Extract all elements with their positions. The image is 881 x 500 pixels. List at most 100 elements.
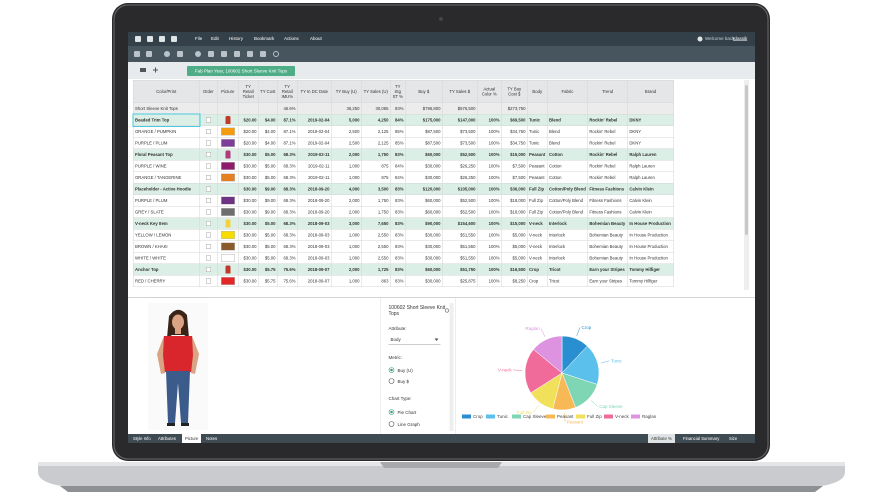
settings-icon[interactable] [444,308,450,313]
cell: $175,000 [405,114,443,126]
scrollbar[interactable] [744,80,749,290]
cell: Beaded Trim Top [132,113,201,127]
radio[interactable] [388,378,395,384]
bottom-tab[interactable]: Size [729,436,738,441]
cell: $30.00 [238,160,259,172]
metric-label: Metric: [388,355,403,360]
cell: Rockin' Rebel [587,137,628,149]
menu-item[interactable]: File [195,36,203,41]
icon[interactable] [171,36,177,42]
cell: 1,750 [361,206,391,218]
user-name[interactable]: Klassik [733,36,748,41]
list-icon[interactable] [140,68,146,72]
column-header: TY Buy (U) [331,80,362,103]
icon[interactable] [159,36,165,42]
radio[interactable] [388,421,395,427]
order-checkbox[interactable] [205,129,211,135]
menu-item[interactable]: Edit [211,36,219,41]
radio-selected[interactable] [388,367,395,373]
menu-item[interactable]: Actions [284,36,299,41]
cell: Blend [547,137,588,149]
chart-type-option[interactable]: Line Graph [397,422,420,427]
menu-item[interactable]: Bookmark [254,36,275,41]
tool-icon[interactable] [247,51,253,57]
panel-scrollbar[interactable] [449,303,454,431]
cell [199,240,218,253]
attribute-dropdown[interactable]: Body [388,335,441,345]
cell: 2,550 [361,229,391,241]
cell: RED / CHERRY [133,275,200,287]
metric-option[interactable]: Buy $ [397,379,410,384]
cell: 1,000 [331,252,362,264]
tool-icon[interactable] [146,51,152,57]
cell: Placeholder - Active Hoodie [133,183,200,195]
order-checkbox[interactable] [205,186,211,192]
leader-line [576,327,581,336]
cell: 2018-09-07 [297,275,332,287]
bottom-tab[interactable]: Financial Summary [683,436,720,441]
cell [199,148,218,161]
bottom-tab[interactable]: Style Info [133,436,151,441]
cell [199,217,218,230]
radio-selected[interactable] [388,409,395,415]
legend-label: Tunic [497,414,509,419]
cell: V-neck [527,240,548,253]
dropdown-arrow [434,338,439,341]
tool-icon[interactable] [234,51,240,57]
order-checkbox[interactable] [205,175,211,181]
cell [217,125,239,138]
tool-icon[interactable] [134,51,140,57]
cell: $5.75 [258,263,278,276]
tool-icon[interactable] [164,51,170,57]
bottom-tabs: Style Info Attributes Picture Notes Attr… [128,434,755,443]
tool-icon[interactable] [195,51,201,57]
cell [199,183,218,195]
cell: 5,000 [331,114,362,126]
order-checkbox[interactable] [205,278,211,284]
order-checkbox[interactable] [205,232,211,238]
icon[interactable] [147,36,153,42]
menu-item[interactable]: About [310,36,322,41]
document-tab[interactable]: Fab Plan Year, 100602 Short Sleeve Knit … [187,66,295,76]
cell: $16,500 [501,263,528,276]
chart-type-option[interactable]: Pie Chart [397,410,417,415]
cell: $30,000 [405,275,443,287]
arm [191,336,199,374]
tool-icon[interactable] [273,51,279,57]
add-icon[interactable] [155,67,156,73]
order-checkbox[interactable] [205,209,211,215]
cell: 2019-02-04 [297,125,332,138]
tool-icon[interactable] [177,51,183,57]
cell: In House Production [627,252,674,264]
order-checkbox[interactable] [205,244,211,250]
bottom-tab-active[interactable]: Picture [182,434,202,443]
cell: $5.00 [258,160,278,172]
scroll-thumb[interactable] [745,85,748,235]
tool-icon[interactable] [208,51,214,57]
style-row: Floral Peasant Top $30.00 $5.00 68.3% 2019-0… [133,148,674,161]
color-swatch [220,208,235,216]
order-checkbox[interactable] [205,267,211,273]
icon[interactable] [135,36,141,42]
summary-cell: $676,500 [442,102,478,115]
cell: $36,000 [501,183,528,195]
order-checkbox[interactable] [205,163,211,169]
summary-cell: 36,250 [331,102,362,115]
order-checkbox[interactable] [205,152,211,158]
order-checkbox[interactable] [205,140,211,146]
menu-item[interactable]: History [229,36,244,41]
bottom-tab-active[interactable]: Attribute % [648,434,675,443]
leader-line [600,360,610,364]
metric-option[interactable]: Buy (U) [397,368,413,373]
order-checkbox[interactable] [205,255,211,261]
bottom-tab[interactable]: Notes [206,436,218,441]
legend-swatch [576,414,585,419]
order-checkbox[interactable] [205,221,211,227]
tool-icon[interactable] [221,51,227,57]
order-checkbox[interactable] [205,198,211,204]
bottom-tab[interactable]: Attributes [158,436,176,441]
order-checkbox[interactable] [205,117,211,123]
cell: Calvin Klein [627,183,674,195]
tool-icon[interactable] [260,51,266,57]
cell: 875 [361,171,391,184]
